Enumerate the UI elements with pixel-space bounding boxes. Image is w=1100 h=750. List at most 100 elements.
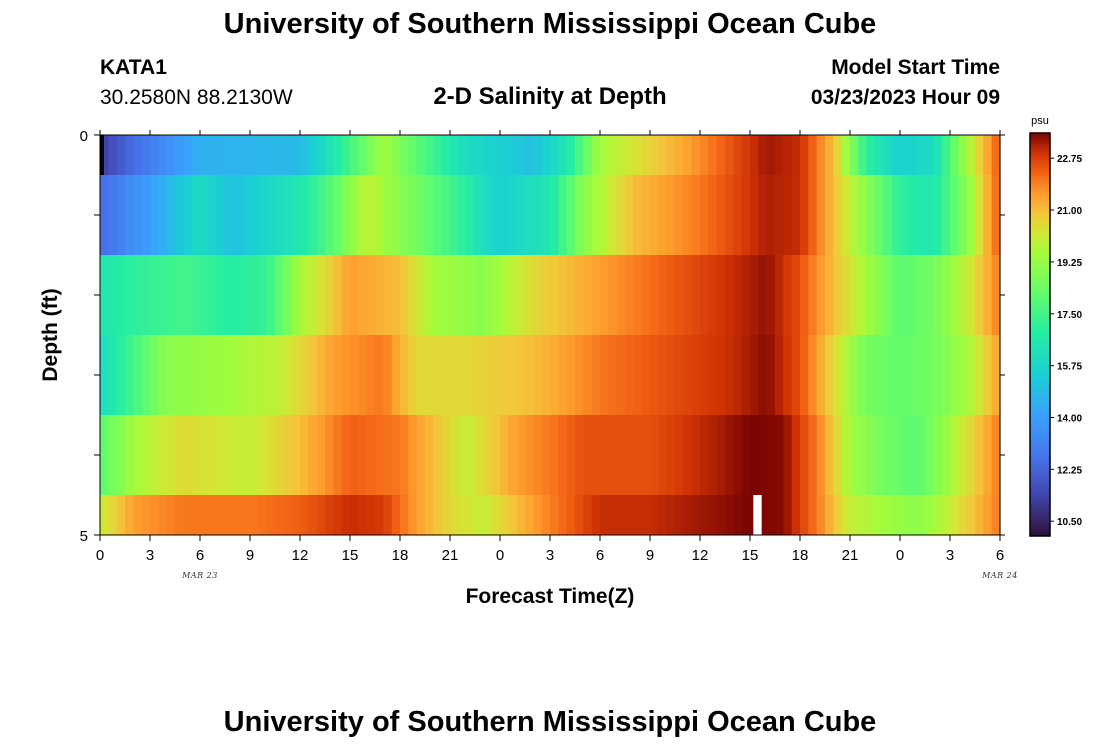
heatmap-cell [241,135,251,175]
heatmap-cell [241,495,251,535]
x-tick-label: 3 [546,547,554,564]
heatmap-cell [250,135,259,175]
heatmap-cell [841,255,851,335]
x-tick-label: 15 [342,547,359,564]
heatmap-cell [508,255,518,335]
heatmap-cell [791,135,801,175]
heatmap-cell [566,495,576,535]
heatmap-cell [250,415,259,495]
heatmap-cell [483,175,493,255]
heatmap-cell [700,495,709,535]
heatmap-cell [325,135,334,175]
heatmap-cell [233,335,243,415]
heatmap-cell [900,135,909,175]
heatmap-cell [208,335,218,415]
heatmap-cell [133,495,143,535]
heatmap-cell [350,415,359,495]
x-tick-label: 15 [742,547,759,564]
heatmap-cell [100,255,109,335]
heatmap-cell [258,335,268,415]
heatmap-cell [808,495,818,535]
model-start-time: 03/23/2023 Hour 09 [810,86,1000,109]
colorbar-tick-label: 15.75 [1057,362,1082,373]
heatmap-cell [583,335,593,415]
heatmap-cell [225,335,234,415]
heatmap-cell [333,335,343,415]
heatmap-cell [158,495,168,535]
heatmap-cell [866,415,876,495]
heatmap-cell [316,175,326,255]
heatmap-cell [516,415,526,495]
heatmap-cell [883,175,893,255]
heatmap-cell [258,495,268,535]
heatmap-cell [691,135,701,175]
y-tick-label: 5 [80,528,88,545]
heatmap-cell [741,255,751,335]
heatmap-cell [433,135,443,175]
heatmap-cell [575,135,584,175]
heatmap-cell [450,495,459,535]
heatmap-cell [766,255,776,335]
heatmap-cell [416,135,426,175]
heatmap-cell [158,255,168,335]
heatmap-cell [366,415,376,495]
heatmap-cell [650,495,659,535]
heatmap-cell [900,255,909,335]
colorbar-tick-label: 19.25 [1057,258,1082,269]
heatmap-cell [116,135,126,175]
heatmap-cell [791,495,801,535]
heatmap-cell [908,255,918,335]
heatmap-cell [850,495,859,535]
heatmap-cell [575,335,584,415]
heatmap-cell [108,175,118,255]
heatmap-cell [500,255,509,335]
heatmap-cell [158,135,168,175]
heatmap-cell [833,135,843,175]
heatmap-cell [766,135,776,175]
heatmap-cell [458,495,468,535]
heatmap-cell [658,335,668,415]
heatmap-cell [341,415,351,495]
heatmap-cell [366,495,376,535]
heatmap-cell [308,335,318,415]
heatmap-cell [708,255,718,335]
heatmap-cell [783,135,793,175]
heatmap-cell [833,415,843,495]
heatmap-cell [816,175,826,255]
heatmap-cell [583,415,593,495]
heatmap-cell [458,255,468,335]
heatmap-cell [183,495,193,535]
heatmap-cell [416,335,426,415]
heatmap-cell [958,335,968,415]
heatmap-cell [883,135,893,175]
heatmap-cell [333,255,343,335]
heatmap-cell [850,415,859,495]
heatmap-cell [841,135,851,175]
heatmap-cell [875,335,884,415]
heatmap-cell [625,335,634,415]
heatmap-cell [308,135,318,175]
y-tick-label: 0 [80,128,88,145]
heatmap-cell [808,175,818,255]
heatmap-cell [958,175,968,255]
heatmap-cell [550,415,559,495]
heatmap-cell [908,175,918,255]
heatmap-cell [441,135,451,175]
heatmap-cell [458,335,468,415]
heatmap-cell [525,255,534,335]
heatmap-cell [866,135,876,175]
heatmap-cell [233,175,243,255]
heatmap-cell [758,415,768,495]
heatmap-cell [533,135,543,175]
heatmap-cell [466,415,476,495]
heatmap-cell [291,135,301,175]
heatmap-cell [983,255,993,335]
heatmap-cell [708,175,718,255]
colorbar: psu 22.75 21.00 19.25 17.50 15.75 14.00 12.25 10… [1029,115,1082,537]
heatmap-cell [233,135,243,175]
heatmap-cell [458,415,468,495]
heatmap-cell [425,495,434,535]
heatmap-cell [975,335,984,415]
heatmap-cell [175,175,184,255]
heatmap-cell [100,335,109,415]
